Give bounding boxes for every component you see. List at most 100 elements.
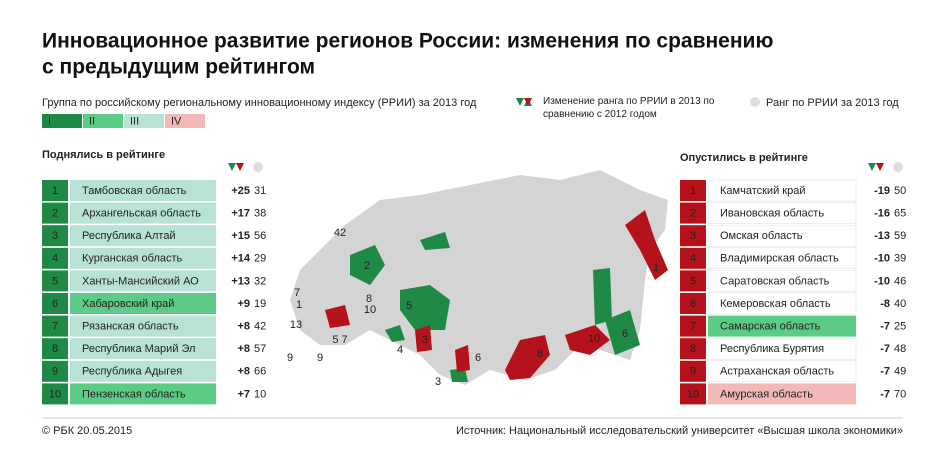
region-name: Амурская область [720,388,813,400]
region [625,210,668,280]
name-cell [707,360,857,383]
group-swatch [42,114,82,128]
rank: 8 [690,343,696,355]
change: -16 [874,208,890,220]
rank-cell [680,293,706,314]
region-name: Ханты-Мансийский АО [82,275,199,287]
rank-cell [680,270,706,292]
name-cell [70,315,216,337]
change: +9 [237,298,250,310]
rank: 5 [690,275,696,287]
rank: 7 [690,321,696,333]
rank-2013: 19 [254,298,266,310]
rank-cell [42,180,68,201]
map-label: 10 [364,304,376,316]
rank-cell [42,225,68,247]
rank: 1 [690,185,696,197]
region [505,335,550,380]
region-name: Ивановская область [720,208,824,220]
rank-cell [42,293,68,314]
region [350,245,385,285]
rank-cell [42,315,68,337]
group-name: I [48,115,51,127]
rank-2013: 10 [254,388,266,400]
map-label: 10 [588,333,600,345]
rank-icon [750,97,760,107]
rank-2013: 48 [894,343,906,355]
rank: 6 [52,298,58,310]
region [420,232,450,250]
rank-2013: 56 [254,230,266,242]
name-cell [707,224,857,247]
copyright: © РБК 20.05.2015 [42,425,132,437]
map-label: 3 [422,334,428,346]
rank-cell [680,360,706,382]
region-name: Республика Марий Эл [82,343,195,355]
rank-cell [42,202,68,224]
region-name: Рязанская область [82,321,179,333]
group-name: IV [171,115,182,127]
rank-cell [42,338,68,360]
change: +25 [231,185,250,197]
up-icon [228,163,236,171]
group-name: II [89,115,95,127]
region [605,310,640,355]
group-name: III [130,115,139,127]
group-swatch [124,114,164,128]
map-label: 2 [364,260,370,272]
rank-cell [42,247,68,269]
group-swatch [165,114,205,128]
rank-2013: 49 [894,366,906,378]
name-cell [70,247,216,269]
rank: 9 [52,366,58,378]
rank-2013: 39 [894,253,906,265]
rank-2013: 40 [894,298,906,310]
rank: 2 [52,208,58,220]
down-icon [524,98,532,106]
change: +14 [231,253,251,265]
change: +17 [231,208,250,220]
rank: 4 [690,253,696,265]
rank-icon [893,162,903,172]
section-title: Опустились в рейтинге [680,152,808,164]
name-cell [707,292,857,315]
name-cell [70,293,216,314]
name-cell [708,383,856,405]
rank: 3 [52,230,58,242]
rank-2013: 29 [254,253,266,265]
region [400,285,450,330]
up-icon [516,98,524,106]
rank-cell [680,315,706,337]
region-name: Курганская область [82,253,183,265]
map-label: 4 [397,344,403,356]
change: +8 [237,321,250,333]
change: +15 [231,230,250,242]
rank: 6 [690,298,696,310]
title-line: с предыдущим рейтингом [42,56,315,79]
rank-cell [680,202,706,224]
region-name: Пензенская область [82,388,186,400]
region-name: Камчатский край [720,185,805,197]
region-name: Тамбовская область [82,185,187,197]
name-cell [707,179,857,202]
change: -7 [880,366,890,378]
name-cell [70,202,216,224]
change: +8 [237,343,250,355]
map-label: 9 [317,352,323,364]
rank-cell [680,338,706,360]
region-name: Кемеровская область [720,298,831,310]
rank: 9 [690,366,696,378]
change: -10 [874,275,890,287]
region [565,325,610,355]
rank-icon [253,162,263,172]
source: Источник: Национальный исследовательский… [456,425,903,437]
rank: 8 [52,343,58,355]
region-name: Республика Алтай [82,230,176,242]
region [593,268,612,325]
group-label: Группа по российскому региональному инно… [42,97,477,109]
rank: 2 [690,208,696,220]
name-cell [70,225,216,247]
rank-2013: 59 [894,230,906,242]
map-label: 8 [537,348,543,360]
change: -10 [874,253,890,265]
